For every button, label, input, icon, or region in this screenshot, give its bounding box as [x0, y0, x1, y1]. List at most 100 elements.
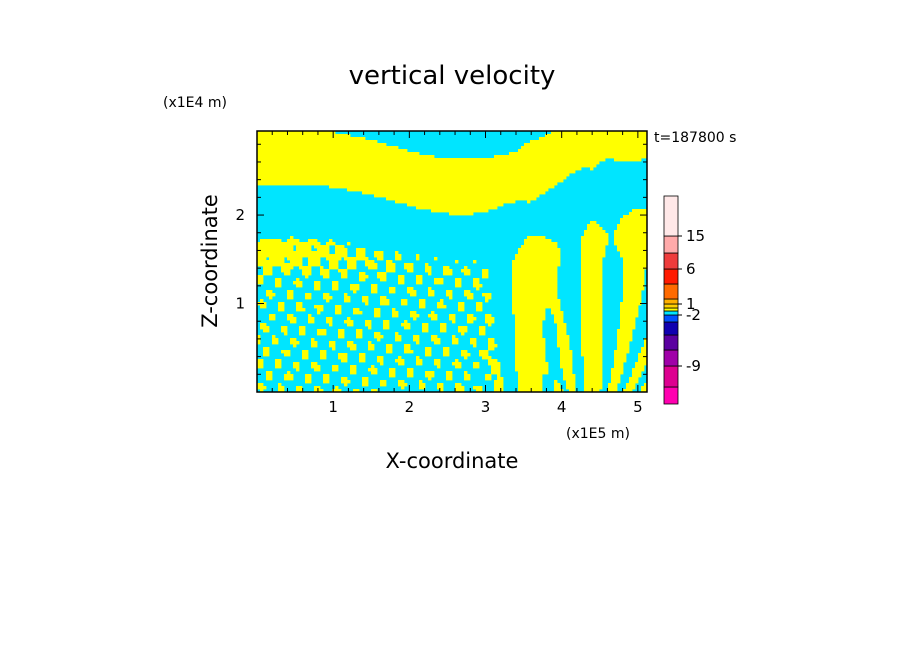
positive-velocity-cell [293, 344, 297, 348]
positive-velocity-cell [335, 386, 339, 390]
positive-velocity-cell [515, 341, 546, 345]
positive-velocity-cell [512, 311, 546, 315]
positive-velocity-cell [323, 380, 330, 384]
positive-velocity-cell [380, 278, 387, 282]
positive-velocity-cell [437, 365, 441, 369]
positive-velocity-cell [284, 353, 291, 357]
positive-velocity-cell [557, 338, 570, 342]
positive-velocity-cell [332, 281, 339, 285]
positive-velocity-cell [554, 317, 564, 321]
positive-velocity-cell [620, 323, 636, 327]
positive-velocity-cell [614, 356, 627, 360]
positive-velocity-cell [581, 257, 603, 261]
positive-velocity-cell [515, 338, 546, 342]
positive-velocity-cell [485, 314, 492, 318]
positive-velocity-cell [302, 353, 309, 357]
positive-velocity-cell [581, 266, 603, 270]
positive-velocity-cell [614, 359, 627, 363]
positive-velocity-cell [488, 344, 498, 348]
positive-velocity-cell [515, 323, 543, 327]
positive-velocity-cell [623, 284, 645, 288]
positive-velocity-cell [464, 377, 471, 381]
positive-velocity-cell [305, 296, 312, 300]
positive-velocity-cell [299, 329, 306, 333]
positive-velocity-cell [581, 338, 603, 342]
positive-velocity-cell [611, 377, 621, 381]
positive-velocity-cell [359, 356, 366, 360]
positive-velocity-cell [320, 266, 324, 270]
positive-velocity-cell [458, 329, 468, 333]
positive-velocity-cell [461, 350, 468, 354]
positive-velocity-cell [332, 389, 342, 392]
y-tick-label: 2 [235, 206, 245, 224]
x-axis-title: X-coordinate [386, 449, 519, 473]
positive-velocity-cell [482, 275, 489, 279]
positive-velocity-cell [320, 356, 327, 360]
positive-velocity-cell [473, 278, 480, 282]
positive-velocity-cell [560, 359, 573, 363]
positive-velocity-cell [563, 371, 573, 375]
positive-velocity-cell [518, 380, 543, 384]
positive-velocity-cell [305, 293, 312, 297]
positive-velocity-cell [374, 308, 381, 312]
positive-velocity-cell [257, 260, 285, 264]
positive-velocity-cell [608, 386, 618, 390]
positive-velocity-cell [377, 272, 387, 276]
positive-velocity-cell [581, 293, 603, 297]
positive-velocity-cell [476, 308, 483, 312]
positive-velocity-cell [560, 350, 573, 354]
positive-velocity-cell [269, 317, 276, 321]
positive-velocity-cell [518, 377, 543, 381]
positive-velocity-cell [512, 272, 558, 276]
positive-velocity-cell [629, 377, 639, 381]
positive-velocity-cell [314, 281, 321, 285]
positive-velocity-cell [569, 389, 576, 392]
positive-velocity-cell [407, 374, 414, 378]
colorbar-level [663, 298, 679, 305]
positive-velocity-cell [389, 287, 396, 291]
positive-velocity-cell [275, 284, 282, 288]
colorbar-level [663, 334, 679, 351]
positive-velocity-cell [335, 308, 342, 312]
positive-velocity-cell [389, 368, 396, 372]
positive-velocity-cell [455, 278, 462, 282]
positive-velocity-cell [587, 224, 600, 228]
positive-velocity-cell [371, 365, 375, 369]
positive-velocity-cell [563, 377, 576, 381]
positive-velocity-cell [644, 338, 647, 342]
positive-velocity-cell [344, 299, 351, 303]
positive-velocity-cell [434, 362, 441, 366]
positive-velocity-cell [470, 341, 477, 345]
positive-velocity-cell [422, 326, 429, 330]
positive-velocity-cell [623, 296, 642, 300]
positive-velocity-cell [485, 296, 492, 300]
positive-velocity-cell [275, 359, 282, 363]
positive-velocity-cell [311, 344, 318, 348]
positive-velocity-cell [581, 341, 603, 345]
positive-velocity-cell [341, 380, 351, 384]
colorbar-level [663, 283, 679, 300]
positive-velocity-cell [392, 314, 399, 318]
positive-velocity-cell [317, 248, 330, 252]
positive-velocity-cell [479, 332, 486, 336]
positive-velocity-cell [344, 296, 351, 300]
positive-velocity-cell [557, 329, 567, 333]
positive-velocity-cell [644, 341, 647, 345]
positive-velocity-cell [281, 329, 288, 333]
positive-velocity-cell [632, 209, 647, 213]
positive-velocity-cell [452, 338, 459, 342]
positive-velocity-cell [581, 317, 603, 321]
positive-velocity-cell [260, 323, 267, 327]
positive-velocity-cell [329, 323, 333, 327]
positive-velocity-cell [368, 341, 372, 345]
positive-velocity-cell [386, 266, 396, 270]
x-axis: 1 2 3 4 5 [271, 131, 643, 416]
positive-velocity-cell [263, 347, 270, 351]
positive-velocity-cell [374, 332, 381, 336]
positive-velocity-cell [323, 293, 330, 297]
positive-velocity-cell [257, 251, 330, 255]
positive-velocity-cell [275, 281, 282, 285]
time-label: t=187800 s [654, 130, 736, 146]
positive-velocity-cell [629, 380, 639, 384]
positive-velocity-cell [344, 383, 348, 387]
